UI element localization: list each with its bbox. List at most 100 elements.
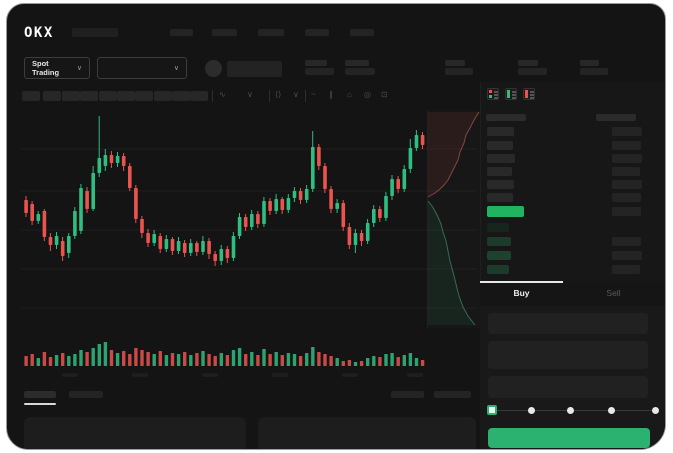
pair-selector[interactable]: ∨ (97, 57, 187, 79)
candle-body (225, 249, 230, 258)
lock-tool-icon[interactable]: ⌂ (347, 90, 352, 99)
ask-price-bar[interactable] (487, 154, 515, 163)
timeframe-button[interactable] (22, 91, 40, 101)
trendline-tool-icon[interactable]: ~ (311, 90, 316, 99)
candle-body (378, 209, 382, 218)
timeframe-button[interactable] (172, 91, 190, 101)
market-type-selector[interactable]: Spot Trading ∨ (24, 57, 90, 79)
slider-stop-75[interactable] (607, 407, 615, 414)
indicators-icon[interactable]: ∿ (219, 90, 226, 99)
timeframe-button[interactable] (117, 91, 135, 101)
slider-stop-50[interactable] (566, 407, 574, 414)
candle-body (140, 219, 144, 233)
orderbook-header-price (486, 114, 526, 121)
settings-icon[interactable]: ◎ (364, 90, 371, 99)
nav-item-4[interactable] (305, 29, 329, 36)
volume-bar (378, 357, 382, 366)
candle-body (152, 234, 156, 243)
volume-bar (176, 354, 181, 366)
candle-style-icon[interactable]: ∨ (247, 90, 253, 99)
timeframe-button[interactable] (99, 91, 117, 101)
x-axis-tick (272, 373, 288, 377)
timeframe-button[interactable] (154, 91, 172, 101)
nav-item-3[interactable] (258, 29, 284, 36)
bid-price-bar[interactable] (487, 265, 509, 274)
candlestick-chart[interactable] (7, 4, 665, 449)
toolbar-divider (305, 90, 306, 102)
ask-price-bar[interactable] (487, 127, 514, 136)
candle-body (286, 198, 291, 210)
fib-tool-icon[interactable]: ∥ (329, 90, 333, 99)
nav-item-2[interactable] (212, 29, 237, 36)
volume-bar (67, 356, 71, 366)
candle-body (414, 135, 419, 148)
slider-track[interactable] (492, 409, 655, 411)
timeframe-button[interactable] (62, 91, 80, 101)
tab-sell[interactable]: Sell (606, 288, 621, 298)
book-asks-only-icon[interactable] (523, 88, 535, 100)
timeframe-button[interactable] (135, 91, 153, 101)
candle-body (97, 158, 102, 173)
volume-bar (213, 356, 217, 366)
slider-stop-25[interactable] (527, 407, 535, 414)
volume-bar (195, 353, 199, 366)
candle-body (158, 236, 163, 249)
nav-item-5[interactable] (350, 29, 374, 36)
nav-item-1[interactable] (170, 29, 193, 36)
volume-bar (347, 360, 352, 366)
x-axis-tick (62, 373, 78, 377)
candle-body (250, 214, 254, 227)
volume-bar (231, 350, 236, 366)
candle-body (36, 214, 41, 221)
ask-price-bar[interactable] (487, 167, 512, 176)
nav-search-placeholder[interactable] (72, 28, 118, 37)
slider-stop-100[interactable] (651, 407, 659, 414)
stat-label-3 (445, 60, 465, 66)
slider-handle-active[interactable] (487, 405, 497, 415)
candle-body (164, 239, 169, 249)
bid-price-bar[interactable] (487, 237, 511, 246)
fullscreen-icon[interactable]: ⊡ (381, 90, 388, 99)
timeframe-button[interactable] (80, 91, 98, 101)
toolbar-divider (212, 90, 213, 102)
order-input-field-1[interactable] (488, 313, 648, 334)
tab-buy[interactable]: Buy (513, 288, 530, 298)
bid-price-bar[interactable] (487, 223, 509, 232)
bottom-tab-indicator (24, 403, 56, 405)
ask-price-bar[interactable] (487, 141, 513, 150)
volume-bar (286, 353, 291, 366)
volume-bar (292, 354, 297, 366)
candle-body (372, 209, 376, 223)
compare-icon[interactable]: ⟨⟩ (275, 90, 282, 99)
buy-submit-button[interactable] (488, 428, 650, 448)
x-axis-tick (202, 373, 218, 377)
bottom-right-link-2[interactable] (434, 391, 471, 398)
volume-bar (152, 354, 156, 366)
ask-price-bar[interactable] (487, 180, 514, 189)
orders-panel-placeholder[interactable] (24, 417, 246, 449)
timeframe-button[interactable] (43, 91, 61, 101)
bottom-tab-active[interactable] (24, 391, 56, 398)
x-axis-tick (132, 373, 148, 377)
timeframe-button[interactable] (190, 91, 208, 101)
candle-body (201, 241, 205, 252)
order-input-field-2[interactable] (488, 341, 648, 369)
book-bids-only-icon[interactable] (505, 88, 517, 100)
ask-price-bar[interactable] (487, 193, 513, 202)
bid-price-bar[interactable] (487, 251, 511, 260)
volume-bar (30, 354, 34, 366)
bottom-right-link-1[interactable] (391, 391, 424, 398)
ask-amount-bar (612, 127, 642, 136)
bottom-tab-2[interactable] (69, 391, 103, 398)
interval-chevron-icon[interactable]: ∨ (293, 90, 299, 99)
volume-bar (103, 342, 108, 366)
volume-bar (201, 351, 205, 366)
candle-body (396, 179, 400, 189)
history-panel-placeholder[interactable] (258, 417, 476, 449)
volume-bar (140, 350, 144, 366)
book-combined-icon[interactable] (487, 88, 499, 100)
orderbook-header-amount (596, 114, 636, 121)
order-input-field-3[interactable] (488, 376, 648, 398)
candle-body (79, 188, 83, 231)
